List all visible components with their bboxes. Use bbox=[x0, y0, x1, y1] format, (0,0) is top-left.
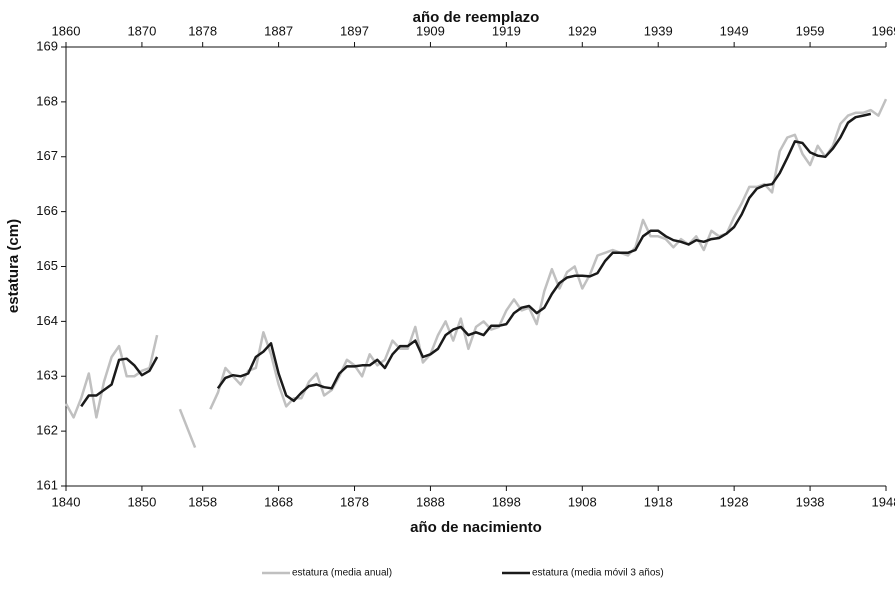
x2-tick-label: 1878 bbox=[188, 23, 217, 38]
x2-tick-label: 1939 bbox=[644, 23, 673, 38]
x2-tick-label: 1909 bbox=[416, 23, 445, 38]
legend-label: estatura (media anual) bbox=[292, 568, 392, 579]
legend-label: estatura (media móvil 3 años) bbox=[532, 568, 664, 579]
x-tick-label: 1898 bbox=[492, 494, 521, 509]
y-axis-title: estatura (cm) bbox=[5, 219, 22, 313]
x2-tick-label: 1949 bbox=[720, 23, 749, 38]
x-tick-label: 1928 bbox=[720, 494, 749, 509]
x-tick-label: 1858 bbox=[188, 494, 217, 509]
x-tick-label: 1908 bbox=[568, 494, 597, 509]
series-line bbox=[80, 112, 872, 408]
x2-tick-label: 1860 bbox=[52, 23, 81, 38]
x2-tick-label: 1959 bbox=[796, 23, 825, 38]
x2-tick-label: 1969 bbox=[872, 23, 895, 38]
x-tick-label: 1840 bbox=[52, 494, 81, 509]
series-line bbox=[64, 98, 888, 449]
y-tick-label: 167 bbox=[36, 148, 58, 163]
y-tick-label: 165 bbox=[36, 258, 58, 273]
x-tick-label: 1888 bbox=[416, 494, 445, 509]
x2-axis-title: año de reemplazo bbox=[413, 9, 540, 26]
x2-tick-label: 1897 bbox=[340, 23, 369, 38]
x2-tick-label: 1887 bbox=[264, 23, 293, 38]
y-tick-label: 164 bbox=[36, 313, 58, 328]
x2-tick-label: 1929 bbox=[568, 23, 597, 38]
y-tick-label: 161 bbox=[36, 477, 58, 492]
x-tick-label: 1918 bbox=[644, 494, 673, 509]
x2-tick-label: 1870 bbox=[127, 23, 156, 38]
x-tick-label: 1948 bbox=[872, 494, 895, 509]
y-tick-label: 162 bbox=[36, 423, 58, 438]
y-tick-label: 169 bbox=[36, 38, 58, 53]
x-tick-label: 1938 bbox=[796, 494, 825, 509]
x2-tick-label: 1919 bbox=[492, 23, 521, 38]
x-tick-label: 1878 bbox=[340, 494, 369, 509]
x-axis-title: año de nacimiento bbox=[410, 519, 542, 536]
y-tick-label: 168 bbox=[36, 93, 58, 108]
y-tick-label: 163 bbox=[36, 368, 58, 383]
x-tick-label: 1850 bbox=[127, 494, 156, 509]
y-tick-label: 166 bbox=[36, 203, 58, 218]
x-tick-label: 1868 bbox=[264, 494, 293, 509]
